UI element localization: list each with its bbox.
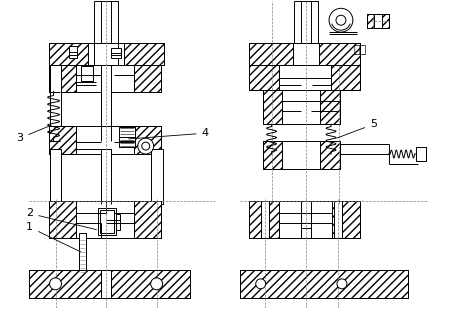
Bar [50,65,62,134]
Circle shape [329,8,353,32]
Bar [76,201,134,238]
Bar [249,43,293,65]
Bar [302,201,311,238]
Bar [94,43,118,65]
Bar [382,14,388,28]
Bar [240,270,408,298]
Text: 4: 4 [129,128,209,139]
Bar [279,65,331,90]
Bar [49,201,76,238]
Bar [249,65,279,90]
Bar [76,65,134,91]
Bar [134,65,161,91]
Bar [416,147,426,161]
Text: 1: 1 [26,222,81,252]
Bar [106,214,120,230]
Bar [79,233,86,273]
Bar [240,270,408,298]
Bar [263,141,283,169]
Bar [263,90,283,124]
Text: 5: 5 [337,119,377,138]
Bar [249,201,360,238]
Bar [134,126,161,154]
Bar [49,126,161,154]
Bar [263,141,340,169]
Bar [331,65,360,90]
Bar [29,270,190,298]
Circle shape [336,15,346,25]
Bar [81,66,93,81]
Bar [294,1,318,43]
Bar [119,127,135,147]
Text: 3: 3 [16,125,51,143]
Bar [318,90,340,124]
Circle shape [151,278,162,290]
Bar [318,43,360,65]
Bar [249,65,360,90]
Bar [283,141,320,169]
Bar [249,43,360,65]
Bar [49,43,163,65]
Bar [76,126,134,154]
Bar [367,14,388,28]
Bar [261,201,269,238]
Bar [263,90,340,124]
Bar [101,65,111,141]
Circle shape [50,278,62,290]
Bar [49,65,161,91]
Bar [101,149,111,204]
Circle shape [256,279,266,289]
Bar [78,276,87,286]
Bar [49,126,76,154]
Bar [50,149,62,204]
Bar [293,43,319,65]
Bar [283,90,320,124]
Circle shape [337,279,347,289]
Bar [29,270,190,298]
Bar [111,48,121,58]
Bar [69,46,77,58]
Bar [318,141,340,169]
Circle shape [142,142,150,150]
Bar [98,208,116,235]
Bar [49,65,76,91]
Text: 工件: 工件 [354,45,367,55]
Bar [100,210,114,233]
Bar [367,14,388,28]
Bar [124,43,163,65]
Bar [151,149,162,204]
Bar [101,270,111,298]
Bar [49,43,88,65]
Bar [49,201,161,238]
Bar [334,201,342,238]
Bar [367,14,374,28]
Circle shape [138,138,153,154]
Bar [134,201,161,238]
Bar [76,270,89,278]
Bar [249,201,279,238]
Bar [302,214,311,235]
Bar [50,65,62,204]
Bar [94,1,118,43]
Bar [279,201,332,238]
Bar [332,201,360,238]
Text: 2: 2 [26,209,96,230]
